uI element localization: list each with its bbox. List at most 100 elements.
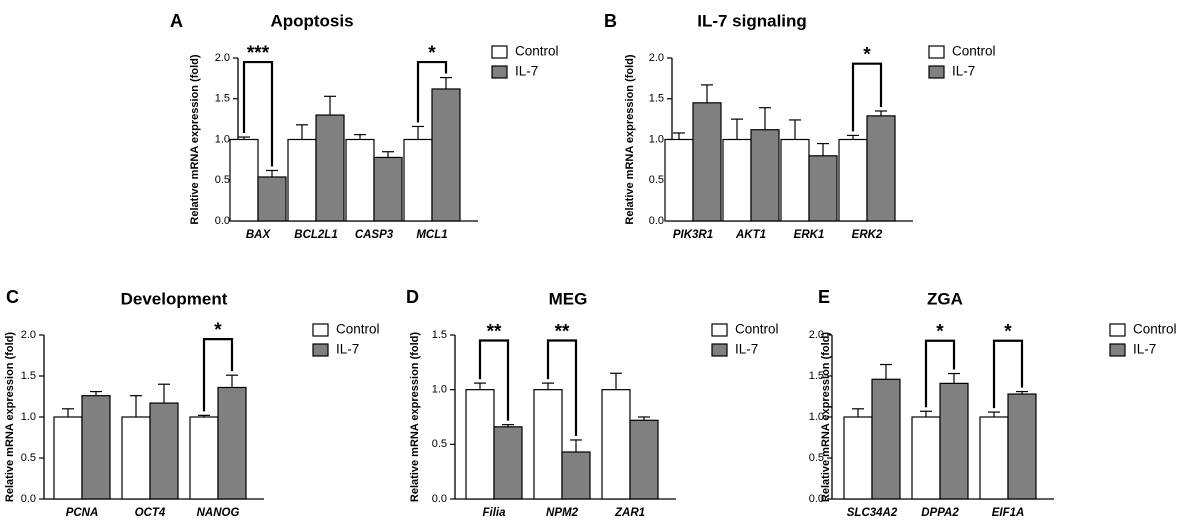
x-tick-label: EIF1A bbox=[992, 507, 1025, 519]
bar-il7-erk1 bbox=[808, 155, 838, 222]
bar-control-pcna bbox=[53, 416, 83, 500]
y-tick-label: 1.5 bbox=[215, 93, 230, 105]
significance-bracket bbox=[242, 60, 274, 167]
y-tick-label: 0.0 bbox=[432, 493, 447, 505]
panel-letter: D bbox=[406, 287, 419, 307]
y-tick-label: 0.0 bbox=[21, 493, 36, 505]
bar-control-filia bbox=[465, 389, 495, 500]
y-tick-label: 0.5 bbox=[21, 452, 36, 464]
y-tick-label: 2.0 bbox=[21, 329, 36, 341]
legend-label-il7: IL-7 bbox=[952, 64, 975, 79]
bar-il7-nanog bbox=[217, 386, 247, 500]
legend-swatch-control bbox=[491, 45, 508, 59]
chart-title: IL-7 signaling bbox=[697, 11, 807, 30]
bar-control-dppa2 bbox=[911, 416, 941, 500]
legend-label-control: Control bbox=[1133, 322, 1177, 337]
legend-label-control: Control bbox=[735, 322, 779, 337]
bar-il7-pik3r1 bbox=[692, 102, 722, 222]
legend-swatch-il7 bbox=[711, 343, 728, 357]
x-tick-label: PIK3R1 bbox=[673, 229, 713, 241]
bar-il7-dppa2 bbox=[939, 382, 969, 500]
y-axis-label: Relative mRNA expression (fold) bbox=[189, 54, 201, 224]
panel-letter: C bbox=[6, 287, 19, 307]
legend-swatch-il7 bbox=[312, 343, 329, 357]
x-tick-label: MCL1 bbox=[416, 229, 447, 241]
bar-il7-oct4 bbox=[149, 402, 179, 500]
y-axis-label: Relative mRNA expression (fold) bbox=[409, 332, 421, 502]
y-tick-label: 0.5 bbox=[809, 452, 824, 464]
y-tick-label: 1.0 bbox=[432, 384, 447, 396]
bar-il7-pcna bbox=[81, 395, 111, 500]
x-tick-label: OCT4 bbox=[135, 507, 166, 519]
y-tick-label: 1.0 bbox=[215, 133, 230, 145]
bar-il7-mcl1 bbox=[431, 88, 461, 222]
significance-bracket bbox=[416, 60, 448, 123]
y-tick-label: 2.0 bbox=[809, 329, 824, 341]
panel-letter: B bbox=[604, 11, 617, 31]
bar-control-slc34a2 bbox=[843, 416, 873, 500]
bar-il7-bcl2l1 bbox=[315, 114, 345, 222]
panel-a: A Apoptosis Relative mRNA expression (fold… bbox=[170, 11, 559, 241]
significance-bracket bbox=[851, 62, 883, 132]
bar-control-eif1a bbox=[979, 416, 1009, 500]
bar-il7-akt1 bbox=[750, 129, 780, 222]
bar-il7-bax bbox=[257, 176, 287, 222]
chart-title: ZGA bbox=[927, 289, 963, 308]
bar-il7-eif1a bbox=[1007, 393, 1037, 500]
bar-control-mcl1 bbox=[403, 138, 433, 222]
panel-letter: A bbox=[170, 11, 183, 31]
significance-label: * bbox=[863, 45, 871, 66]
legend-swatch-control bbox=[1109, 323, 1126, 337]
bar-control-akt1 bbox=[722, 138, 752, 222]
legend-swatch-control bbox=[711, 323, 728, 337]
panel-e: E ZGA Relative mRNA expression (fold)0.0 0.… bbox=[809, 287, 1177, 519]
x-tick-label: CASP3 bbox=[355, 229, 394, 241]
legend-swatch-il7 bbox=[1109, 343, 1126, 357]
y-tick-label: 1.0 bbox=[649, 133, 664, 145]
panel-letter: E bbox=[818, 287, 830, 307]
bar-control-zar1 bbox=[601, 389, 631, 500]
y-tick-label: 2.0 bbox=[215, 52, 230, 64]
legend-label-il7: IL-7 bbox=[735, 342, 758, 357]
legend-label-control: Control bbox=[952, 44, 996, 59]
x-tick-label: PCNA bbox=[66, 507, 99, 519]
legend-swatch-control bbox=[312, 323, 329, 337]
significance-label: * bbox=[1004, 322, 1012, 343]
significance-bracket bbox=[478, 339, 510, 421]
legend-swatch-control bbox=[928, 45, 945, 59]
significance-bracket bbox=[546, 339, 578, 436]
legend-swatch-il7 bbox=[928, 65, 945, 79]
panel-b: B IL-7 signaling Relative mRNA expression … bbox=[604, 11, 996, 241]
y-tick-label: 0.0 bbox=[809, 493, 824, 505]
legend-label-control: Control bbox=[336, 322, 380, 337]
bar-control-erk1 bbox=[780, 138, 810, 222]
x-tick-label: SLC34A2 bbox=[847, 507, 898, 519]
chart-title: MEG bbox=[549, 289, 588, 308]
legend-label-control: Control bbox=[515, 44, 559, 59]
bar-il7-erk2 bbox=[866, 115, 896, 222]
y-tick-label: 0.5 bbox=[649, 174, 664, 186]
significance-label: * bbox=[936, 322, 944, 343]
x-tick-label: ERK2 bbox=[852, 229, 883, 241]
chart-title: Apoptosis bbox=[270, 11, 353, 30]
significance-bracket bbox=[992, 339, 1024, 409]
x-tick-label: ERK1 bbox=[794, 229, 825, 241]
y-tick-label: 1.5 bbox=[21, 370, 36, 382]
significance-bracket bbox=[202, 338, 234, 412]
significance-bracket bbox=[924, 339, 956, 408]
significance-label: ** bbox=[487, 321, 502, 342]
bar-control-erk2 bbox=[838, 138, 868, 222]
significance-label: * bbox=[428, 43, 436, 64]
x-tick-label: BAX bbox=[246, 229, 272, 241]
bar-il7-filia bbox=[493, 426, 523, 500]
bar-control-pik3r1 bbox=[664, 138, 694, 222]
legend-label-il7: IL-7 bbox=[1133, 342, 1156, 357]
y-axis-label: Relative mRNA expression (fold) bbox=[4, 332, 16, 502]
y-tick-label: 0.5 bbox=[215, 174, 230, 186]
bar-il7-slc34a2 bbox=[871, 378, 901, 500]
bar-il7-casp3 bbox=[373, 156, 403, 222]
bar-control-oct4 bbox=[121, 416, 151, 500]
y-tick-label: 1.0 bbox=[21, 411, 36, 423]
significance-label: ** bbox=[555, 321, 570, 342]
